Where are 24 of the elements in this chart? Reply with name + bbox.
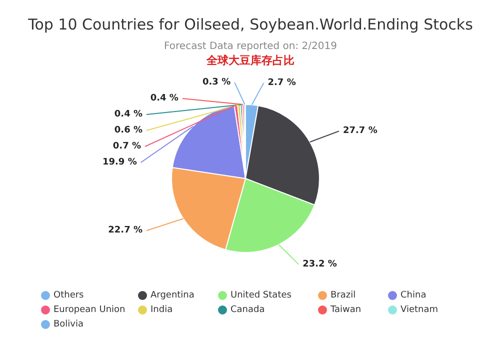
data-label: 0.6 % [114,126,143,136]
data-label: 0.4 % [150,94,178,104]
text: 全球大豆库存占比 [206,54,294,67]
legend-label: Argentina [150,290,194,300]
data-label: 23.2 % [302,259,337,270]
legend-label: Canada [230,305,265,315]
legend-label: China [400,290,426,300]
legend-label: Bolivia [54,320,84,330]
legend-label: European Union [54,305,126,315]
legend-label: Vietnam [400,305,438,315]
data-label: 19.9 % [102,158,137,168]
data-label: 0.7 % [112,142,142,152]
data-label: 27.7 % [342,126,378,136]
legend-label: India [150,305,173,315]
legend-label: United States [230,290,292,300]
data-label: 0.3 % [202,78,231,88]
chart-subtitle: Forecast Data reported on: 2/2019 [164,41,337,52]
data-label: 0.4 % [114,110,143,120]
chart-title: Top 10 Countries for Oilseed, Soybean.World.Ending Stocks [27,16,474,34]
data-label: 22.7 % [108,226,143,236]
legend-label: Brazil [330,290,356,300]
legend-label: Taiwan [330,305,362,315]
legend-label: Others [54,290,84,300]
data-label: 2.7 % [268,78,296,88]
